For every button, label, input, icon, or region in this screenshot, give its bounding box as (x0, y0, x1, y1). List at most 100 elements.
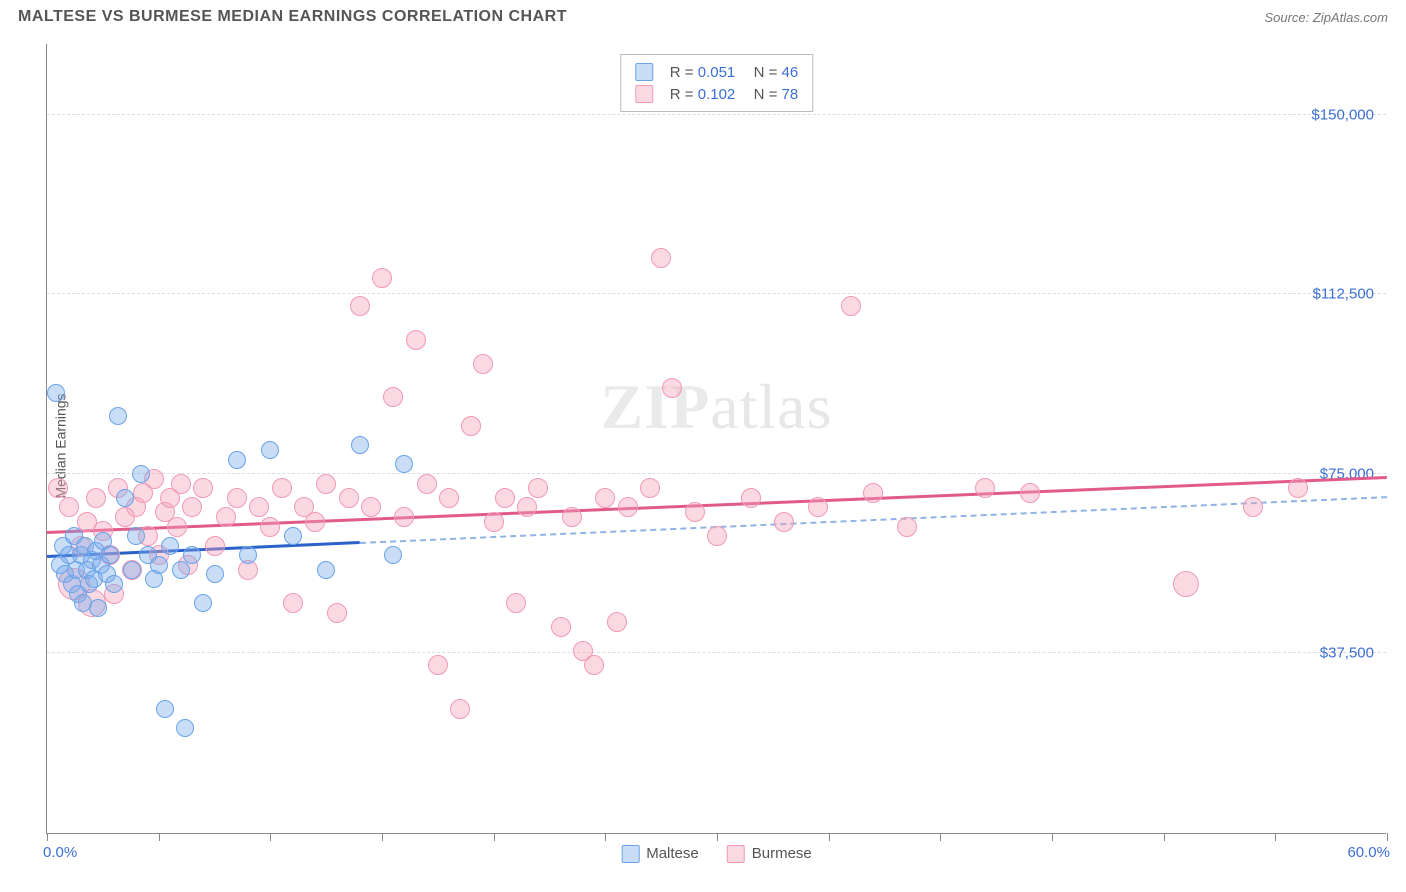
data-point (395, 455, 413, 473)
series-legend: Maltese Burmese (621, 845, 812, 863)
data-point (607, 612, 627, 632)
data-point (584, 655, 604, 675)
data-point (284, 527, 302, 545)
x-tick (1275, 833, 1276, 841)
data-point (260, 517, 280, 537)
data-point (863, 483, 883, 503)
data-point (48, 478, 68, 498)
data-point (428, 655, 448, 675)
x-axis-min: 0.0% (43, 844, 77, 861)
chart-plot-area: ZIPatlas R = 0.051 N = 46 R = 0.102 N = … (46, 44, 1386, 834)
gridline (47, 652, 1386, 653)
data-point (161, 537, 179, 555)
y-tick-label: $112,500 (1313, 286, 1374, 303)
data-point (272, 478, 292, 498)
data-point (105, 575, 123, 593)
data-point (132, 465, 150, 483)
data-point (1288, 478, 1308, 498)
data-point (182, 497, 202, 517)
data-point (351, 436, 369, 454)
data-point (406, 330, 426, 350)
data-point (101, 546, 119, 564)
data-point (685, 502, 705, 522)
gridline (47, 473, 1386, 474)
data-point (59, 497, 79, 517)
data-point (473, 354, 493, 374)
x-tick (605, 833, 606, 841)
swatch-icon (635, 85, 653, 103)
data-point (439, 488, 459, 508)
data-point (183, 546, 201, 564)
data-point (228, 451, 246, 469)
gridline (47, 293, 1386, 294)
data-point (283, 593, 303, 613)
data-point (167, 517, 187, 537)
data-point (261, 441, 279, 459)
data-point (651, 248, 671, 268)
data-point (327, 603, 347, 623)
correlation-legend: R = 0.051 N = 46 R = 0.102 N = 78 (620, 54, 813, 112)
y-tick-label: $150,000 (1311, 106, 1374, 123)
data-point (86, 488, 106, 508)
data-point (506, 593, 526, 613)
data-point (171, 474, 191, 494)
gridline (47, 114, 1386, 115)
data-point (707, 526, 727, 546)
data-point (1173, 571, 1199, 597)
x-tick (47, 833, 48, 841)
x-tick (829, 833, 830, 841)
data-point (317, 561, 335, 579)
data-point (156, 700, 174, 718)
data-point (1243, 497, 1263, 517)
data-point (89, 599, 107, 617)
data-point (127, 527, 145, 545)
chart-title: MALTESE VS BURMESE MEDIAN EARNINGS CORRE… (18, 8, 567, 26)
x-tick (717, 833, 718, 841)
data-point (384, 546, 402, 564)
data-point (662, 378, 682, 398)
data-point (528, 478, 548, 498)
data-point (484, 512, 504, 532)
swatch-icon (727, 845, 745, 863)
data-point (618, 497, 638, 517)
data-point (249, 497, 269, 517)
swatch-icon (621, 845, 639, 863)
data-point (350, 296, 370, 316)
data-point (897, 517, 917, 537)
data-point (116, 489, 134, 507)
data-point (194, 594, 212, 612)
data-point (562, 507, 582, 527)
chart-source: Source: ZipAtlas.com (1264, 10, 1388, 25)
x-tick (382, 833, 383, 841)
data-point (394, 507, 414, 527)
legend-item-maltese: Maltese (621, 845, 699, 863)
data-point (595, 488, 615, 508)
data-point (361, 497, 381, 517)
watermark: ZIPatlas (601, 370, 833, 444)
data-point (741, 488, 761, 508)
x-axis-max: 60.0% (1347, 844, 1390, 861)
x-tick (494, 833, 495, 841)
data-point (239, 546, 257, 564)
data-point (109, 407, 127, 425)
x-tick (159, 833, 160, 841)
data-point (150, 556, 168, 574)
data-point (383, 387, 403, 407)
data-point (305, 512, 325, 532)
data-point (417, 474, 437, 494)
x-tick (1052, 833, 1053, 841)
data-point (450, 699, 470, 719)
x-tick (1164, 833, 1165, 841)
data-point (551, 617, 571, 637)
data-point (841, 296, 861, 316)
data-point (975, 478, 995, 498)
data-point (123, 561, 141, 579)
data-point (774, 512, 794, 532)
data-point (193, 478, 213, 498)
data-point (339, 488, 359, 508)
swatch-icon (635, 63, 653, 81)
legend-row-maltese: R = 0.051 N = 46 (635, 61, 798, 83)
data-point (47, 384, 65, 402)
data-point (1020, 483, 1040, 503)
legend-item-burmese: Burmese (727, 845, 812, 863)
